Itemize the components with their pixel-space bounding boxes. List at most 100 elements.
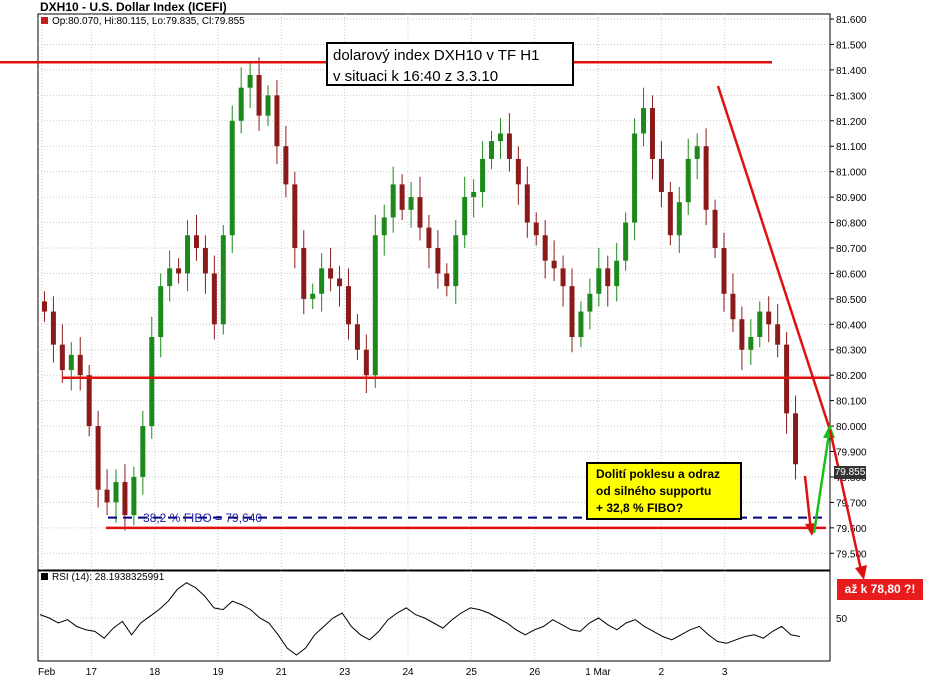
candle-body <box>560 268 566 287</box>
candle-body <box>158 286 164 338</box>
y-tick-label: 79.900 <box>836 448 867 459</box>
candle-body <box>551 260 557 269</box>
candle-body <box>256 74 262 116</box>
x-tick-label: 18 <box>149 667 161 678</box>
target-arrow <box>828 429 863 571</box>
chart-annotation-title: dolarový index DXH10 v TF H1 v situaci k… <box>326 42 574 86</box>
candle-body <box>712 209 718 248</box>
candle-body <box>694 146 700 159</box>
candle-body <box>417 197 423 228</box>
candle-body <box>658 158 664 193</box>
trend-arrows <box>716 85 867 580</box>
candle-body <box>176 268 182 274</box>
rsi-readout: RSI (14): 28.1938325991 <box>52 572 165 583</box>
target-arrowhead <box>855 565 867 580</box>
legend-swatch <box>41 17 48 24</box>
y-tick-label: 81.500 <box>836 40 867 51</box>
candle-body <box>721 247 727 294</box>
rsi-line <box>39 582 801 656</box>
candle-body <box>238 87 244 121</box>
candle-body <box>641 108 647 134</box>
chart-title: DXH10 - U.S. Dollar Index (ICEFI) <box>40 0 227 14</box>
candle-body <box>480 158 486 193</box>
x-tick-label: 3 <box>722 667 728 678</box>
candle-body <box>784 344 790 414</box>
x-tick-label: 19 <box>212 667 224 678</box>
y-axis-ticks: 81.600 81.500 81.400 81.300 81.200 81.100 81.0… <box>830 15 867 625</box>
candle-body <box>372 235 378 376</box>
y-tick-label: 80.700 <box>836 244 867 255</box>
candle-body <box>68 354 74 371</box>
candle-body <box>193 235 199 248</box>
candle-body <box>229 120 235 236</box>
candle-body <box>220 235 226 325</box>
y-tick-label: 80.100 <box>836 397 867 408</box>
bounce-arrow <box>812 433 831 534</box>
annotation-title-line1: dolarový index DXH10 v TF H1 <box>333 47 540 64</box>
candle-body <box>301 247 307 299</box>
candle-body <box>515 158 521 185</box>
candle-body <box>283 146 289 185</box>
y-tick-label: 80.600 <box>836 269 867 280</box>
y-tick-label: 81.600 <box>836 15 867 26</box>
annotation-note-line1: Dolití poklesu a odraz <box>596 467 721 481</box>
candle-body <box>739 319 745 350</box>
y-tick-label: 80.300 <box>836 346 867 357</box>
candle-body <box>265 95 271 116</box>
candle-body <box>614 260 620 287</box>
x-tick-label: 2 <box>659 667 665 678</box>
candle-body <box>569 286 575 338</box>
candle-body <box>381 217 387 236</box>
candle-body <box>533 222 539 236</box>
candle-body <box>685 158 691 203</box>
candle-body <box>578 311 584 338</box>
candle-body <box>775 324 781 345</box>
candle-body <box>202 247 208 274</box>
y-tick-label: 80.800 <box>836 219 867 230</box>
candle-body <box>596 268 602 294</box>
y-tick-label: 80.900 <box>836 193 867 204</box>
y-tick-label: 79.500 <box>836 549 867 560</box>
x-tick-label: 21 <box>276 667 288 678</box>
candle-body <box>59 344 65 371</box>
x-tick-label: 24 <box>402 667 414 678</box>
candle-body <box>444 273 450 287</box>
candle-body <box>453 235 459 287</box>
y-tick-label: 80.500 <box>836 295 867 306</box>
candle-body <box>524 184 530 223</box>
target-label: až k 78,80 ?! <box>837 579 923 600</box>
y-tick-label: 80.400 <box>836 320 867 331</box>
candle-body <box>623 222 629 261</box>
annotation-note-line3: + 32,8 % FIBO? <box>596 501 684 515</box>
x-tick-label: 26 <box>529 667 541 678</box>
candle-body <box>211 273 217 325</box>
candle-body <box>50 311 56 345</box>
candle-body <box>426 227 432 248</box>
candle-body <box>167 268 173 287</box>
candle-body <box>462 197 468 236</box>
candle-body <box>41 301 47 312</box>
candle-body <box>667 192 673 236</box>
x-tick-label: 17 <box>86 667 98 678</box>
candle-body <box>766 311 772 325</box>
candle-body <box>95 426 101 490</box>
candle-body <box>506 133 512 159</box>
candle-body <box>104 489 110 503</box>
x-tick-label: 25 <box>466 667 478 678</box>
y-tick-label: 81.300 <box>836 91 867 102</box>
x-tick-label: Feb <box>38 667 56 678</box>
y-tick-label: 81.400 <box>836 66 867 77</box>
candle-body <box>310 293 316 299</box>
rsi-swatch <box>41 573 48 580</box>
rsi-panel <box>37 570 831 662</box>
candle-body <box>730 293 736 320</box>
y-tick-label: 79.700 <box>836 498 867 509</box>
candle-body <box>319 268 325 294</box>
candle-body <box>408 197 414 210</box>
candle-body <box>390 184 396 218</box>
y-tick-label: 81.100 <box>836 142 867 153</box>
rsi-series-line <box>39 582 801 656</box>
candle-body <box>337 278 343 287</box>
candle-body <box>587 293 593 312</box>
candle-body <box>185 235 191 274</box>
